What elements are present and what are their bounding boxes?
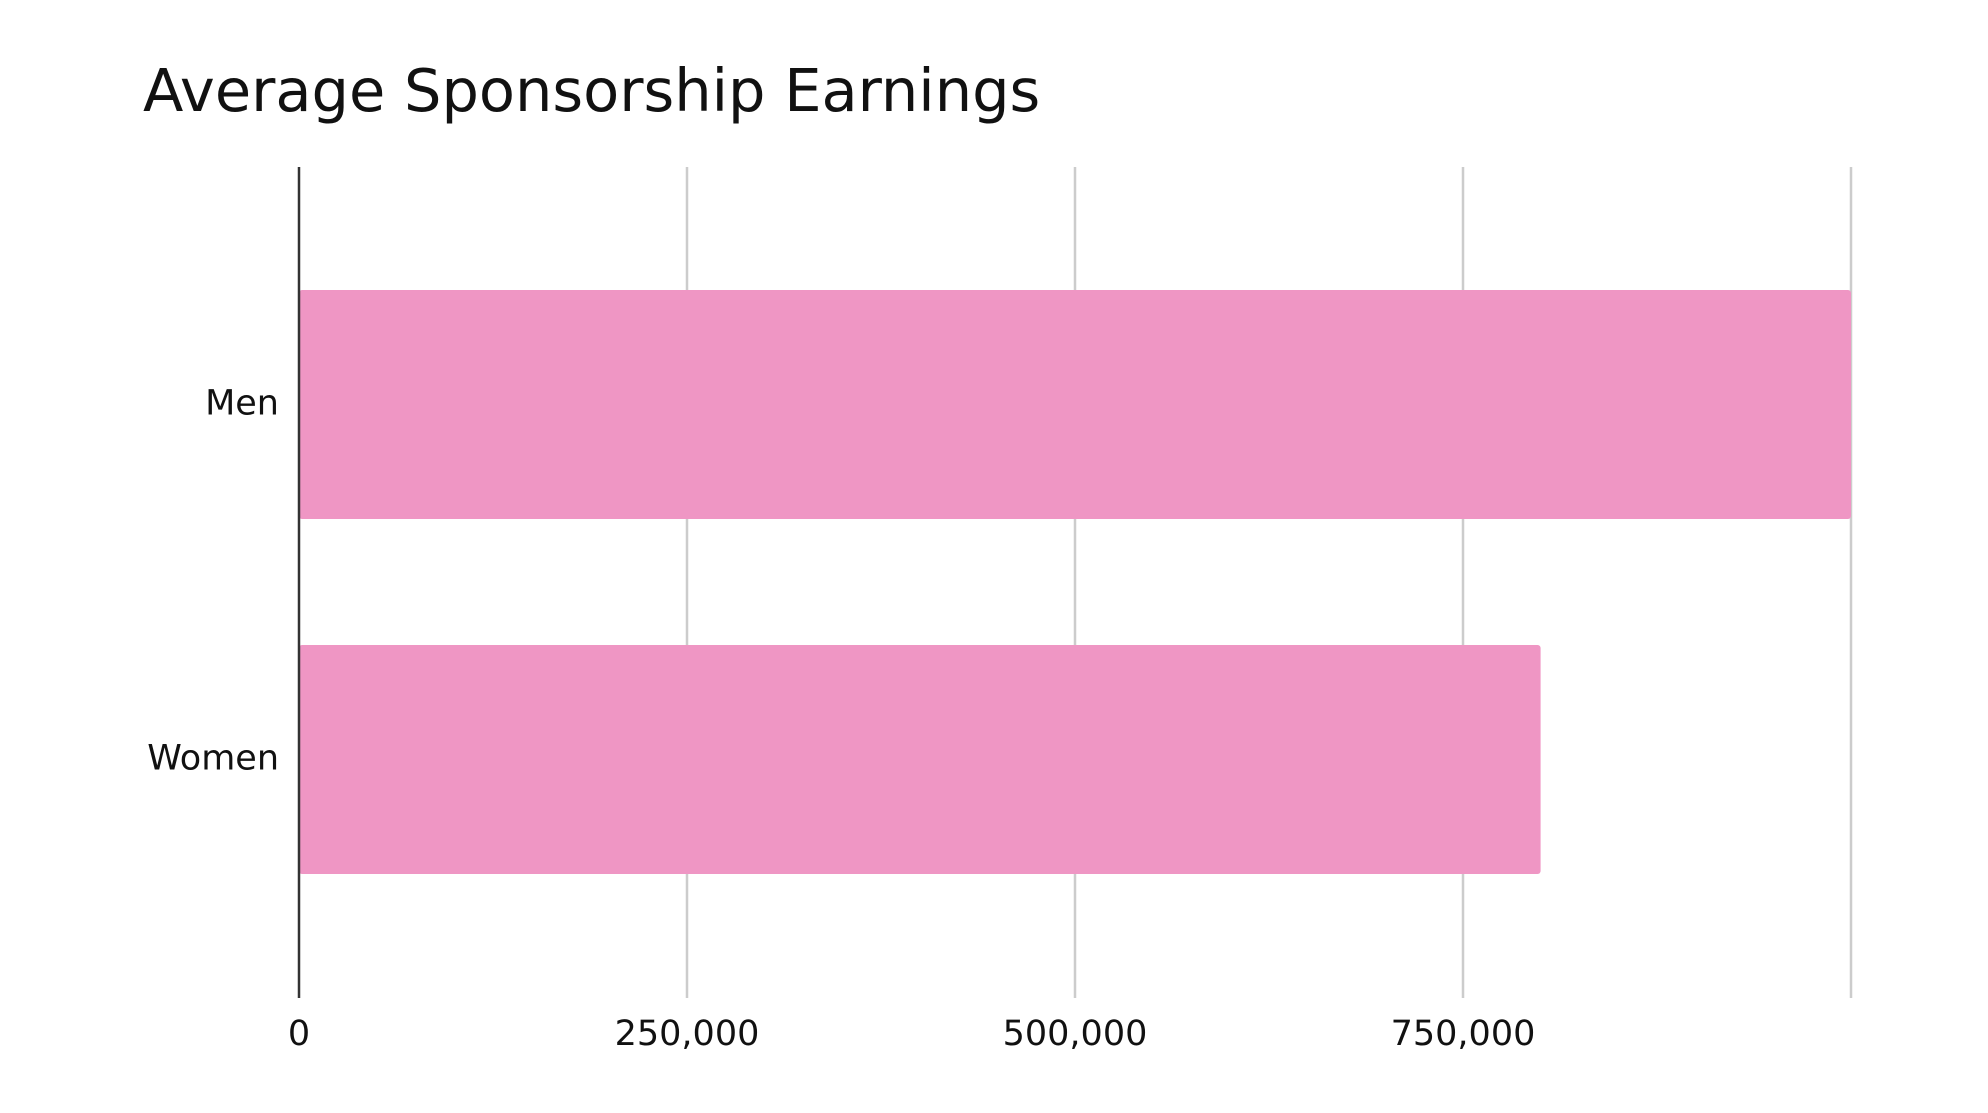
x-tick-label-750000: 750,000 xyxy=(1391,1014,1536,1054)
x-tick-label-250000: 250,000 xyxy=(615,1014,760,1054)
x-tick-labels: 0 250,000 500,000 750,000 xyxy=(288,1014,1536,1054)
chart-title: Average Sponsorship Earnings xyxy=(143,56,1041,125)
x-tick-label-0: 0 xyxy=(288,1014,310,1054)
category-label-women: Women xyxy=(147,739,279,779)
x-tick-label-500000: 500,000 xyxy=(1003,1014,1148,1054)
bar-men xyxy=(299,290,1851,519)
bars xyxy=(299,290,1851,874)
category-labels: Men Women xyxy=(147,384,279,779)
category-label-men: Men xyxy=(205,384,279,424)
bar-women xyxy=(299,645,1541,874)
